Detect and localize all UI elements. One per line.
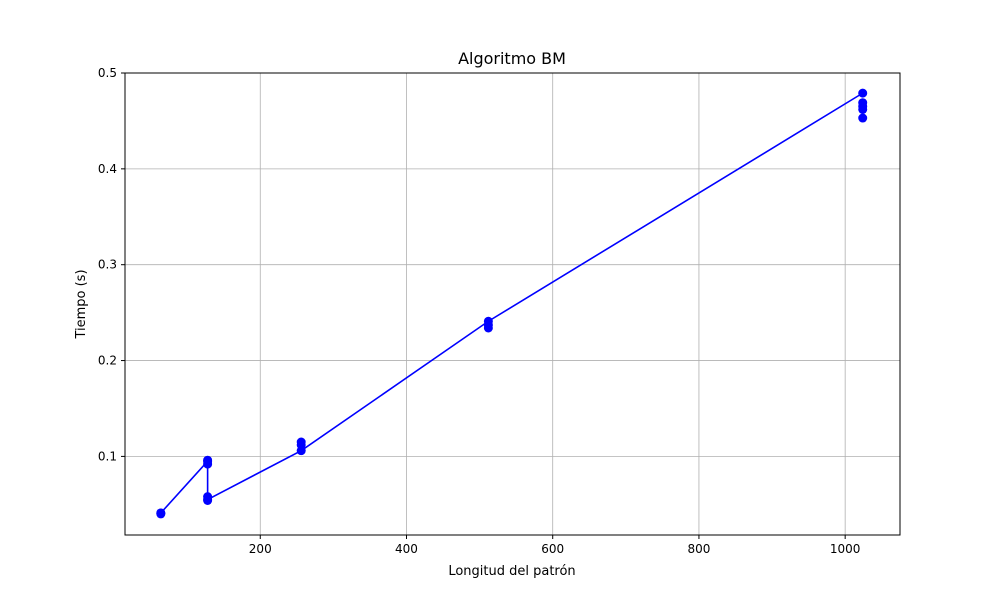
y-axis-label: Tiempo (s)	[74, 269, 89, 339]
x-tick-label: 800	[687, 542, 710, 556]
data-point	[203, 455, 213, 465]
x-tick-label: 200	[249, 542, 272, 556]
x-tick-label: 1000	[830, 542, 861, 556]
series-line	[160, 92, 864, 514]
x-tick-label: 400	[395, 542, 418, 556]
y-tick-label: 0.2	[98, 354, 117, 368]
y-tick-label: 0.4	[98, 162, 117, 176]
data-point	[156, 508, 166, 518]
y-tick-label: 0.3	[98, 258, 117, 272]
chart-title: Algoritmo BM	[458, 49, 566, 68]
data-point	[858, 104, 868, 114]
data-point	[203, 495, 213, 505]
x-tick-label: 600	[541, 542, 564, 556]
data-point	[858, 88, 868, 98]
data-point	[296, 446, 306, 456]
y-tick-label: 0.1	[98, 449, 117, 463]
x-axis-label: Longitud del patrón	[448, 564, 575, 579]
data-point	[483, 323, 493, 333]
series-layer	[156, 88, 868, 519]
x-axis-ticks: 200 400 600 800 1000	[249, 535, 861, 556]
plot-frame	[124, 72, 901, 536]
y-tick-label: 0.5	[98, 66, 117, 80]
data-point	[858, 113, 868, 123]
y-axis-ticks: 0.1 0.2 0.3 0.4 0.5	[98, 66, 125, 463]
